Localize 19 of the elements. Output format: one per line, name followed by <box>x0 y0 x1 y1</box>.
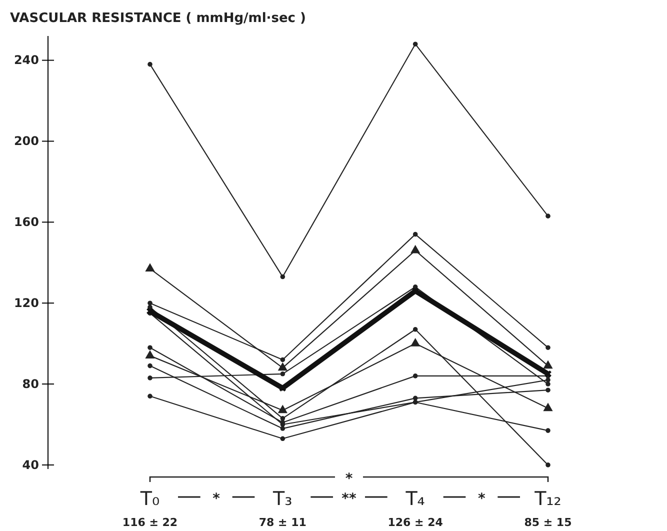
y-tick-label: 120 <box>14 296 39 310</box>
text: 78 ± 11 <box>258 516 306 529</box>
y-tick-label: 240 <box>14 53 39 68</box>
text: * <box>345 471 354 487</box>
text: 116 ± 22 <box>122 516 178 529</box>
text: ** <box>342 491 357 507</box>
text: 126 ± 24 <box>388 516 444 529</box>
y-tick-label: 40 <box>22 458 39 472</box>
x-tick-label: T₃ <box>272 488 292 510</box>
chart-title: VASCULAR RESISTANCE ( mmHg/ml·sec ) <box>10 11 306 26</box>
y-tick-label: 200 <box>14 134 39 148</box>
text: 85 ± 15 <box>524 516 572 529</box>
x-tick-label: T₁₂ <box>534 488 562 510</box>
text: * <box>478 491 486 507</box>
text: * <box>212 491 221 507</box>
x-tick-label: T₄ <box>404 488 426 510</box>
y-tick-label: 80 <box>22 376 39 391</box>
y-tick-label: 160 <box>14 214 39 229</box>
x-tick-label: T₀ <box>139 488 160 510</box>
